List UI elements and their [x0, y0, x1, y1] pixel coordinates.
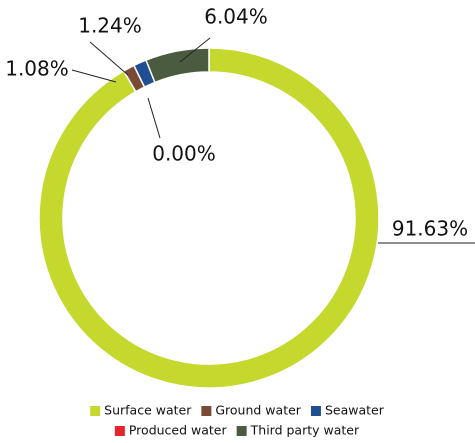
data-label: 0.00%	[152, 142, 216, 166]
donut-segment	[145, 47, 210, 84]
legend-swatch	[90, 406, 101, 416]
legend-label: Surface water	[104, 403, 192, 418]
data-label: 1.24%	[78, 14, 142, 38]
legend-label: Ground water	[215, 403, 301, 418]
leader-line	[71, 69, 117, 83]
leader-line	[147, 97, 161, 139]
legend-label: Third party water	[250, 423, 360, 438]
data-label: 1.08%	[5, 57, 69, 81]
data-label: 91.63%	[392, 217, 468, 241]
legend-swatch	[114, 426, 125, 436]
leader-line	[179, 37, 211, 63]
legend-label: Produced water	[129, 423, 228, 438]
legend-swatch	[201, 406, 212, 416]
legend-swatch	[236, 426, 247, 436]
legend-label: Seawater	[325, 403, 385, 418]
data-label: 6.04%	[204, 5, 268, 29]
legend-swatch	[310, 406, 321, 416]
donut-segment	[38, 47, 380, 389]
leader-line	[89, 41, 129, 76]
